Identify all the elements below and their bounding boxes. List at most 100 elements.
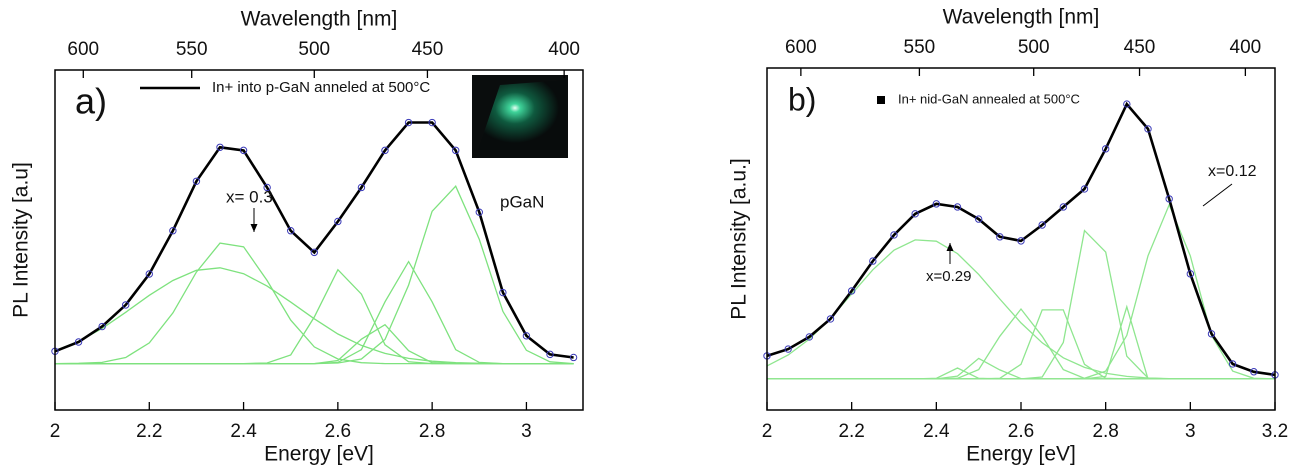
annotation: b) — [788, 81, 816, 117]
x2-axis-label: Wavelength [nm] — [241, 8, 398, 31]
data-point — [1080, 185, 1089, 193]
data-point — [953, 203, 962, 211]
component-line — [54, 242, 574, 365]
legend-label: In+ into p-GaN anneled at 500°C — [212, 79, 430, 96]
inset-photo — [472, 75, 568, 158]
data-point — [310, 248, 318, 257]
x-tick-label: 2 — [762, 421, 773, 442]
annotation: x=0.12 — [1208, 163, 1257, 180]
data-point — [869, 257, 877, 265]
data-point — [192, 177, 201, 185]
data-point — [1123, 100, 1131, 108]
component-line — [55, 323, 574, 365]
plot-frame — [54, 69, 584, 411]
fit-line — [766, 101, 1276, 377]
x-tick-label: 2.2 — [136, 421, 162, 442]
data-point — [522, 332, 531, 340]
x2-tick-label: 500 — [1018, 37, 1050, 58]
data-point — [428, 118, 436, 127]
data-point — [1038, 221, 1046, 229]
x2-tick-label: 600 — [67, 39, 99, 60]
data-point — [1017, 237, 1025, 245]
component-line — [767, 309, 1275, 380]
annotation: pGaN — [500, 192, 544, 211]
y-axis-label: PL Intensity [a.u.] — [728, 158, 751, 319]
data-point — [974, 215, 983, 223]
x2-tick-label: 550 — [904, 37, 936, 58]
data-point — [784, 345, 792, 353]
x2-tick-label: 450 — [1124, 37, 1156, 58]
data-point — [216, 143, 224, 151]
arrow-line — [1202, 183, 1233, 207]
data-point — [1186, 270, 1195, 278]
plot-frame — [766, 67, 1276, 411]
data-point — [1207, 330, 1216, 338]
data-point — [1144, 125, 1152, 133]
x2-axis-label: Wavelength [nm] — [943, 6, 1100, 29]
component-line — [55, 268, 574, 365]
x-tick-label: 2.4 — [230, 421, 257, 442]
component-line — [767, 357, 1275, 380]
data-point — [122, 301, 130, 309]
data-point — [145, 270, 153, 278]
data-point — [932, 200, 941, 208]
legend-marker — [877, 96, 885, 104]
component-line — [54, 267, 574, 365]
data-point — [805, 333, 814, 341]
data-point — [890, 231, 898, 239]
x-tick-label: 2.4 — [923, 421, 950, 442]
data-point — [169, 227, 177, 235]
data-point — [475, 208, 483, 216]
annotation: x= 0.3 — [226, 187, 273, 206]
data-point — [826, 315, 835, 323]
x-tick-label: 2.8 — [419, 421, 445, 442]
x2-tick-label: 400 — [1230, 37, 1262, 58]
annotation: a) — [75, 81, 107, 122]
component-line — [767, 203, 1276, 380]
component-line — [767, 304, 1275, 380]
data-point — [357, 183, 366, 192]
x-tick-label: 2.6 — [325, 421, 351, 442]
data-point — [1059, 203, 1068, 211]
data-point — [263, 183, 271, 192]
x-axis-label: Energy [eV] — [264, 443, 374, 466]
x-axis-label: Energy [eV] — [966, 443, 1076, 466]
data-point — [98, 322, 106, 331]
data-point — [1165, 195, 1173, 203]
x-tick-label: 2 — [50, 421, 61, 442]
data-point — [911, 210, 919, 218]
arrow-head — [250, 224, 258, 232]
data-point — [1228, 360, 1237, 368]
x-tick-label: 3 — [1185, 421, 1196, 442]
component-line — [55, 185, 574, 365]
data-point — [74, 338, 83, 346]
x2-tick-label: 400 — [548, 39, 580, 60]
data-point — [569, 353, 578, 362]
x-tick-label: 2.8 — [1092, 421, 1118, 442]
data-point — [404, 118, 413, 127]
x2-tick-label: 500 — [298, 39, 330, 60]
component-line — [767, 367, 1275, 380]
y-axis-label: PL Intensity [a.u] — [10, 162, 33, 318]
x2-tick-label: 600 — [785, 37, 817, 58]
component-line — [767, 229, 1275, 380]
fit-line — [54, 121, 574, 359]
data-point — [239, 146, 248, 155]
data-point — [546, 350, 554, 359]
x2-tick-label: 550 — [176, 39, 208, 60]
annotation: x=0.29 — [926, 268, 971, 285]
data-point — [1250, 368, 1258, 376]
component-line — [55, 260, 574, 365]
data-point — [381, 146, 389, 155]
data-point — [452, 146, 460, 155]
x-tick-label: 3 — [521, 421, 532, 442]
x2-tick-label: 450 — [412, 39, 444, 60]
data-point — [287, 227, 295, 235]
arrow-head — [946, 243, 954, 251]
component-line — [767, 307, 1275, 380]
data-point — [996, 233, 1004, 241]
x-tick-label: 3.2 — [1262, 421, 1288, 442]
x-tick-label: 2.2 — [838, 421, 864, 442]
legend-label: In+ nid-GaN annealed at 500°C — [898, 91, 1080, 106]
